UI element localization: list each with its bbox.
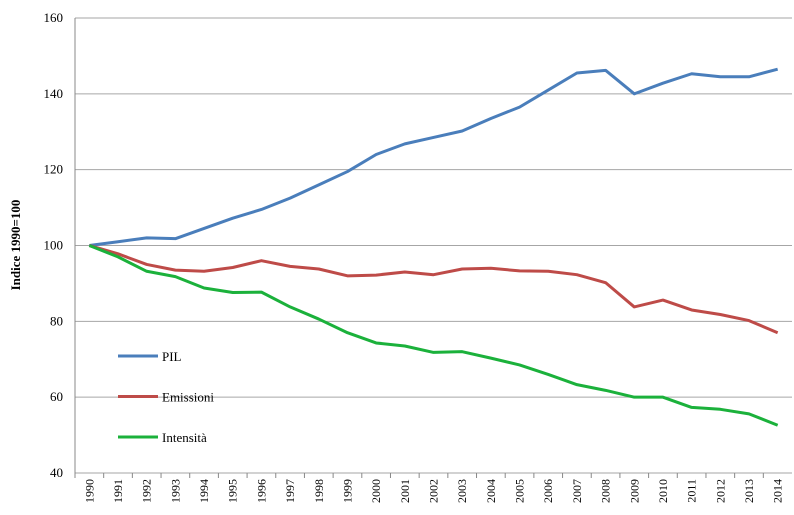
x-tick-label: 2013 xyxy=(742,479,756,503)
y-tick-label: 160 xyxy=(44,10,64,25)
x-tick-label: 1993 xyxy=(168,479,182,503)
x-tick-label: 1999 xyxy=(340,479,354,503)
legend-label: Intensità xyxy=(162,430,207,445)
legend-label: Emissioni xyxy=(162,390,214,405)
y-tick-label: 140 xyxy=(44,86,64,101)
line-series xyxy=(88,244,779,427)
y-axis-label: Indice 1990=100 xyxy=(8,200,23,291)
x-tick-label: 2012 xyxy=(713,479,727,503)
x-tick-label: 2004 xyxy=(484,479,498,503)
x-tick-label: 2014 xyxy=(771,479,785,503)
x-tick-label: 1997 xyxy=(283,479,297,503)
y-tick-label: 120 xyxy=(44,162,64,177)
y-tick-label: 100 xyxy=(44,238,64,253)
x-tick-label: 2009 xyxy=(627,479,641,503)
x-tick-label: 1998 xyxy=(312,479,326,503)
y-tick-label: 40 xyxy=(50,465,63,480)
x-tick-label: 2007 xyxy=(570,479,584,503)
x-tick-label: 2011 xyxy=(685,479,699,503)
y-tick-label: 80 xyxy=(50,313,63,328)
x-tick-label: 1996 xyxy=(254,479,268,503)
x-tick-label: 2010 xyxy=(656,479,670,503)
x-tick-label: 1991 xyxy=(111,479,125,503)
x-tick-label: 2005 xyxy=(513,479,527,503)
line-series xyxy=(88,244,779,335)
x-tick-label: 1992 xyxy=(140,479,154,503)
x-tick-label: 1995 xyxy=(226,479,240,503)
x-tick-label: 2002 xyxy=(427,479,441,503)
x-tick-label: 1994 xyxy=(197,479,211,503)
x-tick-label: 2008 xyxy=(599,479,613,503)
x-tick-label: 2003 xyxy=(455,479,469,503)
x-tick-label: 1990 xyxy=(82,479,96,503)
x-tick-label: 2001 xyxy=(398,479,412,503)
legend-label: PIL xyxy=(162,349,182,364)
x-tick-label: 2006 xyxy=(541,479,555,503)
x-tick-label: 2000 xyxy=(369,479,383,503)
y-tick-label: 60 xyxy=(50,389,63,404)
line-series xyxy=(89,67,779,247)
